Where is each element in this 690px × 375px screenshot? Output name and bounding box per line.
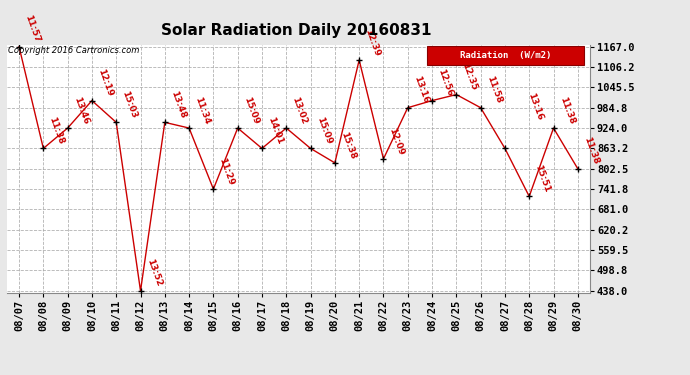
Text: 13:46: 13:46 — [72, 95, 90, 125]
Text: 12:56: 12:56 — [436, 68, 455, 98]
Text: 11:34: 11:34 — [193, 95, 212, 125]
Text: 13:02: 13:02 — [290, 95, 308, 125]
Text: Copyright 2016 Cartronics.com: Copyright 2016 Cartronics.com — [8, 46, 139, 55]
Text: 15:38: 15:38 — [339, 130, 357, 160]
Text: 12:39: 12:39 — [364, 27, 382, 57]
FancyBboxPatch shape — [426, 46, 584, 65]
Text: 14:01: 14:01 — [266, 116, 284, 146]
Text: 11:38: 11:38 — [582, 136, 600, 166]
Text: 11:38: 11:38 — [48, 116, 66, 146]
Text: Radiation  (W/m2): Radiation (W/m2) — [460, 51, 551, 60]
Text: 15:03: 15:03 — [120, 90, 139, 120]
Text: 13:16: 13:16 — [412, 75, 430, 105]
Text: 12:35: 12:35 — [460, 62, 479, 92]
Text: 15:09: 15:09 — [242, 95, 260, 125]
Text: 11:58: 11:58 — [485, 75, 503, 105]
Text: 12:19: 12:19 — [96, 68, 115, 98]
Text: Solar Radiation Daily 20160831: Solar Radiation Daily 20160831 — [161, 22, 432, 38]
Text: 13:48: 13:48 — [169, 90, 187, 120]
Text: 12:09: 12:09 — [388, 126, 406, 156]
Text: 11:29: 11:29 — [217, 156, 236, 186]
Text: 15:51: 15:51 — [533, 164, 551, 194]
Text: 11:57: 11:57 — [23, 14, 41, 44]
Text: 11:38: 11:38 — [558, 95, 576, 125]
Text: 13:52: 13:52 — [145, 258, 163, 288]
Text: 13:16: 13:16 — [526, 91, 544, 121]
Text: 15:09: 15:09 — [315, 116, 333, 146]
